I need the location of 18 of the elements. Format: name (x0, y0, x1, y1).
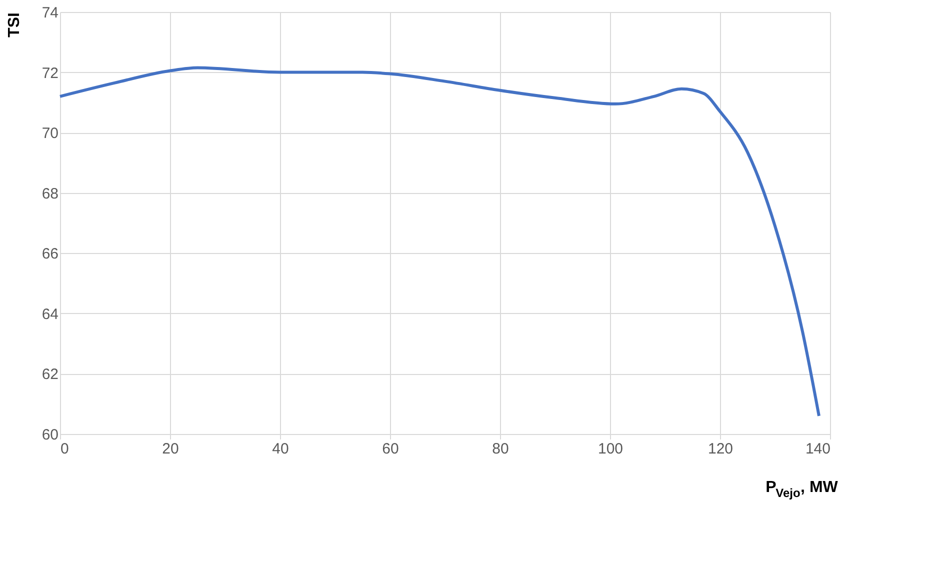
y-tick-label: 66 (42, 246, 58, 263)
line-series (58, 66, 820, 418)
y-axis-title: TSI (6, 12, 23, 38)
y-tick-label: 62 (42, 366, 58, 384)
y-tick-label: 64 (42, 306, 58, 323)
x-tick-label: 80 (492, 440, 509, 458)
x-tick-label: 20 (162, 440, 179, 458)
x-tick-label: 40 (272, 440, 289, 458)
y-tick-label: 74 (42, 4, 58, 22)
y-tick-label: 60 (42, 426, 58, 444)
x-tick-label: 120 (708, 440, 734, 458)
x-tick-label: 100 (598, 440, 624, 458)
x-tick-label: 140 (805, 440, 830, 458)
x-tick-label: 60 (382, 440, 399, 458)
y-tick-label: 70 (42, 125, 58, 142)
x-tick-label: 0 (60, 440, 69, 458)
y-tick-label: 72 (42, 64, 58, 82)
y-tick-label: 68 (42, 185, 58, 202)
